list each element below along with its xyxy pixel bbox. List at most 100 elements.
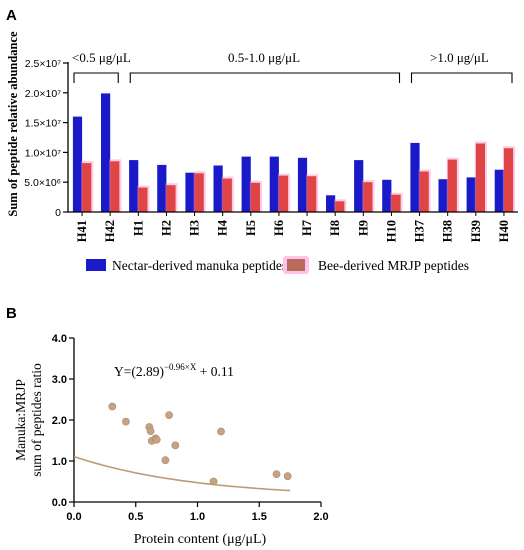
b-y-tick-label-1: 1.0 <box>52 456 67 468</box>
panel-b-x-axis-label: Protein content (μg/μL) <box>134 532 267 547</box>
bar-manuka-H40 <box>494 169 504 212</box>
y-tick-label-0: 0 <box>55 207 61 219</box>
group-bracket-1 <box>129 72 401 83</box>
bar-mrjp-H8 <box>335 201 345 212</box>
group-bracket-2 <box>410 72 513 83</box>
bar-mrjp-H7 <box>307 176 317 212</box>
scatter-point-13 <box>283 472 292 481</box>
scatter-point-9 <box>171 441 180 450</box>
b-y-tick-label-4: 4.0 <box>52 333 67 345</box>
b-x-tick-label-1: 0.5 <box>128 511 143 523</box>
bar-manuka-H2 <box>157 164 167 212</box>
bar-manuka-H8 <box>326 195 336 212</box>
group-label-high: >1.0 μg/μL <box>430 50 489 65</box>
b-x-tick-label-0: 0.0 <box>66 511 81 523</box>
bar-manuka-H39 <box>466 177 476 212</box>
x-tick-label-H38: H38 <box>441 220 455 242</box>
scatter-point-0 <box>108 402 117 411</box>
x-tick-label-H1: H1 <box>131 220 145 236</box>
x-tick-label-H3: H3 <box>188 220 202 236</box>
scatter-point-11 <box>217 427 225 436</box>
scatter-point-12 <box>272 470 281 478</box>
bar-mrjp-H37 <box>419 171 429 212</box>
panel-a-y-axis-label: Sum of peptide relative abundance <box>6 31 20 217</box>
legend-label-mrjp: Bee-derived MRJP peptides <box>318 258 469 273</box>
x-tick-label-H2: H2 <box>159 220 173 236</box>
x-tick-label-H37: H37 <box>413 220 427 242</box>
bar-manuka-H6 <box>269 156 279 212</box>
x-tick-label-H6: H6 <box>272 220 286 236</box>
panel-b-axes: 0.0 1.0 2.0 3.0 4.0 0.0 0.5 1.0 1.5 2.0 <box>52 333 329 523</box>
bar-manuka-H7 <box>297 157 308 212</box>
svg-text:Y=(2.89)−0.96×X + 0.11: Y=(2.89)−0.96×X + 0.11 <box>114 362 234 379</box>
equation-suffix: + 0.11 <box>196 364 234 379</box>
legend: Nectar-derived manuka peptides Bee-deriv… <box>86 256 469 274</box>
x-tick-label-H42: H42 <box>103 220 117 242</box>
bar-mrjp-H3 <box>194 173 204 212</box>
bar-mrjp-H4 <box>222 178 232 212</box>
y-tick-label-4: 2.0×10⁷ <box>25 88 61 100</box>
bar-mrjp-H42 <box>110 161 120 212</box>
panel-a-letter: A <box>6 7 17 24</box>
scatter-point-7 <box>161 456 170 465</box>
panel-b-y-axis-label-line2: sum of peptides ratio <box>29 363 44 477</box>
bar-manuka-H10 <box>382 179 392 212</box>
panel-b-y-axis-label-line1: Manuka:MRJP <box>13 379 28 461</box>
bar-mrjp-H41 <box>82 163 92 212</box>
x-tick-label-H4: H4 <box>216 219 230 236</box>
legend-swatch-mrjp <box>287 259 305 271</box>
scatter-point-1 <box>122 417 130 426</box>
scatter-point-6 <box>152 435 161 444</box>
x-tick-label-H7: H7 <box>300 220 314 236</box>
fit-curve <box>73 455 291 492</box>
scatter-point-10 <box>209 477 218 486</box>
group-bracket-0 <box>73 72 119 83</box>
bar-mrjp-H5 <box>250 182 260 212</box>
bar-manuka-H5 <box>241 156 251 212</box>
group-label-mid: 0.5-1.0 μg/μL <box>228 50 300 65</box>
bar-manuka-H9 <box>354 160 364 212</box>
panel-b-letter: B <box>6 305 17 322</box>
bar-mrjp-H10 <box>391 194 401 212</box>
y-tick-label-1: 5.0×10⁶ <box>24 177 61 189</box>
y-tick-label-2: 1.0×10⁷ <box>25 147 61 159</box>
panel-a-axes: H41 H42 H1 H2 H3 H4 H5 H6 H7 H8 H9 H10 H37 H38 H39 H40 0… <box>24 58 518 242</box>
equation-exponent: −0.96×X <box>164 362 197 372</box>
bar-manuka-H42 <box>101 93 111 212</box>
b-x-tick-label-3: 1.5 <box>252 511 267 523</box>
bar-manuka-H41 <box>72 116 83 212</box>
b-y-tick-label-0: 0.0 <box>52 497 67 509</box>
legend-label-manuka: Nectar-derived manuka peptides <box>112 258 287 273</box>
scatter-point-3 <box>146 427 155 435</box>
bar-mrjp-H38 <box>447 159 457 212</box>
bar-mrjp-H9 <box>363 182 373 212</box>
x-tick-label-H41: H41 <box>75 220 89 242</box>
bar-manuka-H4 <box>213 165 223 212</box>
x-tick-label-H10: H10 <box>384 220 398 242</box>
bar-mrjp-H1 <box>138 187 148 212</box>
x-tick-label-H8: H8 <box>328 220 342 236</box>
b-y-tick-label-2: 2.0 <box>52 415 67 427</box>
scatter-point-8 <box>165 411 173 419</box>
x-tick-label-H9: H9 <box>356 220 370 236</box>
fit-equation: Y=(2.89)−0.96×X + 0.11 <box>114 362 234 379</box>
legend-swatch-manuka <box>86 259 106 271</box>
bar-manuka-H1 <box>129 160 139 212</box>
bar-mrjp-H40 <box>503 148 514 212</box>
b-y-tick-label-3: 3.0 <box>52 374 67 386</box>
x-tick-label-H5: H5 <box>244 220 258 236</box>
bar-manuka-H3 <box>185 172 195 212</box>
group-label-low: <0.5 μg/μL <box>72 50 131 65</box>
bar-manuka-H37 <box>410 142 420 212</box>
y-tick-label-5: 2.5×10⁷ <box>25 58 61 70</box>
x-tick-label-H40: H40 <box>497 220 511 242</box>
equation-prefix: Y=(2.89) <box>114 364 164 379</box>
x-tick-label-H39: H39 <box>469 220 483 242</box>
bar-manuka-H38 <box>438 179 448 212</box>
panel-a-group-brackets: <0.5 μg/μL 0.5-1.0 μg/μL >1.0 μg/μL <box>72 50 489 65</box>
y-tick-label-3: 1.5×10⁷ <box>25 118 61 130</box>
panel-a-bars <box>72 93 516 212</box>
bar-mrjp-H2 <box>166 185 176 212</box>
bar-mrjp-H39 <box>475 143 485 212</box>
